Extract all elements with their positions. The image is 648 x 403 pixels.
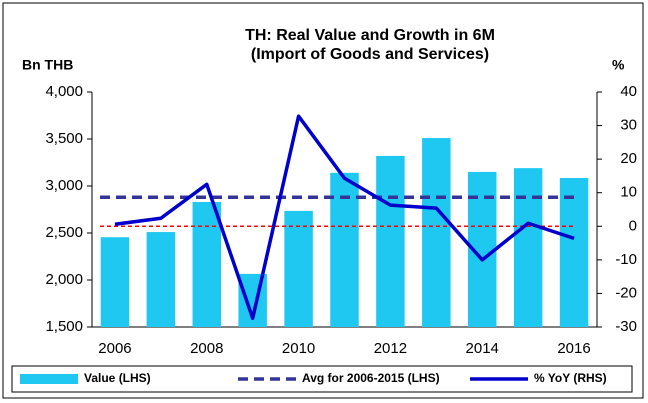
y-tick-label: 3,500 (45, 130, 83, 147)
x-tick-label: 2016 (557, 340, 590, 357)
x-tick-label: 2012 (374, 340, 407, 357)
y2-tick-label: -20 (615, 284, 637, 301)
yoy-line (114, 114, 575, 321)
y2-tick-label: 20 (620, 150, 637, 167)
y2-tick-label: -30 (615, 318, 637, 335)
x-tick-label: 2006 (98, 340, 131, 357)
x-tick-label: 2010 (282, 340, 315, 357)
legend-label: Avg for 2006-2015 (LHS) (302, 371, 440, 385)
legend-label: Value (LHS) (84, 371, 151, 385)
y2-tick-label: 10 (620, 184, 637, 201)
legend-box (11, 365, 633, 393)
bar (100, 237, 130, 327)
x-tick-label: 2014 (466, 340, 499, 357)
chart-subtitle: (Import of Goods and Services) (251, 46, 489, 63)
bar (192, 201, 222, 327)
y-tick-label: 3,000 (45, 177, 83, 194)
y-tick-label: 1,500 (45, 318, 83, 335)
bar (284, 210, 313, 327)
bar (376, 155, 405, 327)
legend-swatch (20, 374, 78, 384)
legend-label: % YoY (RHS) (534, 371, 607, 385)
chart-title: TH: Real Value and Growth in 6M (245, 27, 495, 44)
y-tick-label: 4,000 (45, 83, 83, 100)
y2-tick-label: 30 (620, 117, 637, 134)
x-tick-label: 2008 (190, 340, 223, 357)
bar (146, 232, 176, 327)
bar (559, 178, 589, 327)
y-tick-label: 2,000 (45, 271, 83, 288)
y-axis-label: Bn THB (22, 57, 73, 73)
y2-tick-label: 0 (629, 217, 637, 234)
y2-tick-label: -10 (615, 251, 637, 268)
bar (513, 168, 543, 327)
y2-tick-label: 40 (620, 83, 637, 100)
bar (422, 138, 451, 327)
y-tick-label: 2,500 (45, 224, 83, 241)
y2-axis-label: % (612, 57, 625, 73)
